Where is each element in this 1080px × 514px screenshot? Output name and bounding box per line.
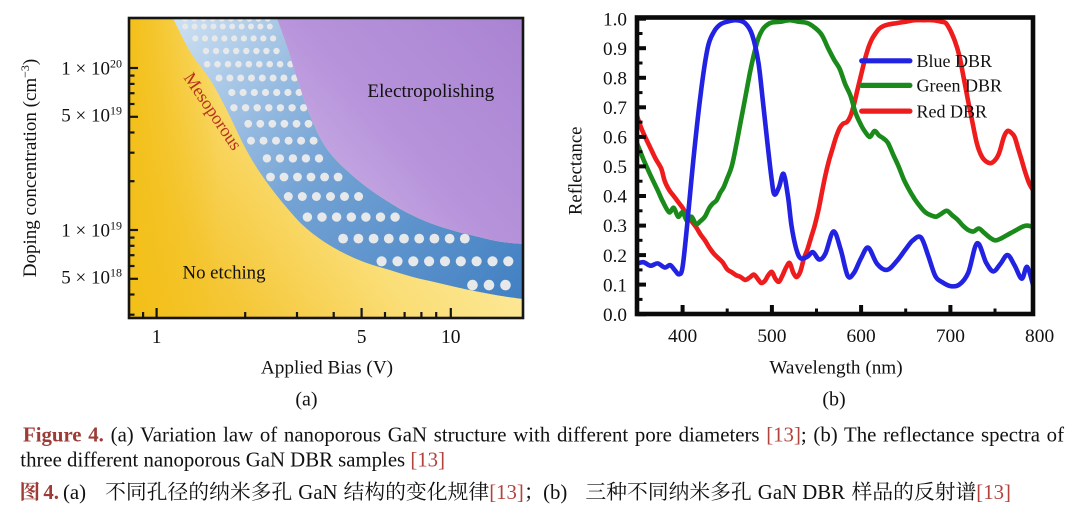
svg-text:600: 600 — [847, 326, 876, 347]
svg-text:No etching: No etching — [183, 263, 267, 284]
svg-text:[13]: [13] — [976, 481, 1011, 504]
svg-text:Blue DBR: Blue DBR — [917, 51, 993, 71]
svg-text:0.9: 0.9 — [603, 39, 627, 60]
svg-text:400: 400 — [668, 326, 697, 347]
svg-text:Applied Bias (V): Applied Bias (V) — [261, 358, 393, 379]
svg-text:1.0: 1.0 — [603, 9, 627, 30]
svg-text:GaN DBR: GaN DBR — [758, 481, 845, 504]
svg-text:1: 1 — [152, 327, 162, 348]
svg-text:0.8: 0.8 — [603, 69, 627, 90]
svg-text:[13]: [13] — [489, 481, 524, 504]
svg-text:0.1: 0.1 — [603, 275, 627, 296]
svg-text:Green DBR: Green DBR — [917, 76, 1002, 96]
svg-text:0.4: 0.4 — [603, 187, 627, 208]
svg-text:1 × 1019: 1 × 1019 — [61, 219, 122, 242]
svg-text:(b): (b) — [822, 389, 845, 411]
svg-text:0.3: 0.3 — [603, 216, 627, 237]
svg-text:(b): (b) — [543, 481, 567, 504]
svg-text:5 × 1019: 5 × 1019 — [61, 103, 122, 126]
svg-text:5: 5 — [357, 327, 367, 348]
svg-text:0.2: 0.2 — [603, 246, 627, 267]
svg-text:Wavelength (nm): Wavelength (nm) — [769, 358, 902, 379]
svg-text:10: 10 — [441, 327, 461, 348]
svg-text:0.7: 0.7 — [603, 98, 627, 119]
svg-text:0.6: 0.6 — [603, 128, 627, 149]
svg-text:4.: 4. — [43, 481, 59, 504]
svg-text:Doping concentration (cm−3): Doping concentration (cm−3) — [18, 59, 41, 278]
svg-text:5 × 1018: 5 × 1018 — [61, 265, 122, 288]
svg-text:800: 800 — [1025, 326, 1054, 347]
svg-text:GaN: GaN — [298, 481, 337, 504]
svg-text:three different nanoporous GaN: three different nanoporous GaN DBR sampl… — [20, 448, 445, 471]
svg-text:0.0: 0.0 — [603, 305, 627, 326]
svg-text:Figure 4. (a) Variation law of: Figure 4. (a) Variation law of nanoporou… — [23, 424, 1064, 447]
svg-text:Red DBR: Red DBR — [917, 101, 988, 121]
svg-text:500: 500 — [757, 326, 786, 347]
svg-text:Electropolishing: Electropolishing — [367, 81, 494, 102]
svg-text:700: 700 — [936, 326, 965, 347]
svg-text:Reflectance: Reflectance — [566, 126, 587, 215]
svg-text:1 × 1020: 1 × 1020 — [61, 57, 122, 80]
svg-text:(a): (a) — [295, 389, 317, 411]
svg-text:(a): (a) — [63, 481, 86, 504]
svg-text:0.5: 0.5 — [603, 157, 627, 178]
